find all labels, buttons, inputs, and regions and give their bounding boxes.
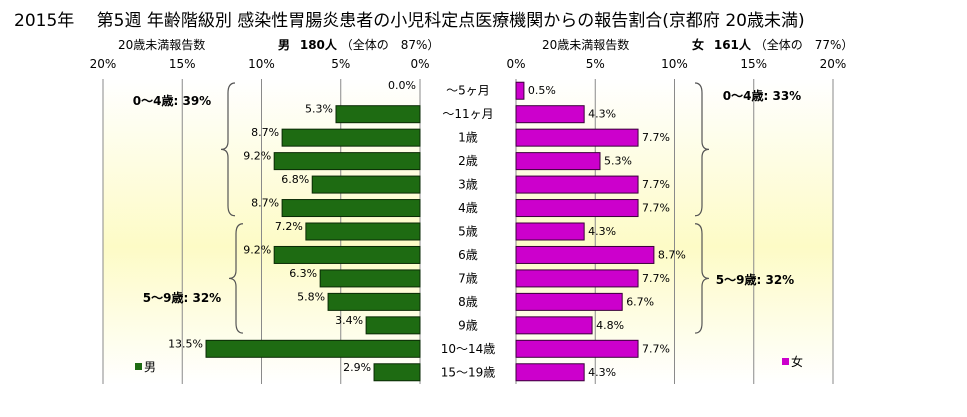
female-bar [515, 105, 585, 124]
category-label: 7歳 [458, 271, 478, 285]
male-bar [365, 316, 421, 335]
male-data-label: 7.2% [275, 220, 303, 233]
female-sex-label: 女 [692, 38, 705, 52]
male-x-tick-label: 15% [169, 57, 196, 71]
category-label: ～11ヶ月 [442, 107, 493, 121]
female-legend-label: 女 [791, 354, 803, 369]
male-legend-swatch [135, 363, 142, 370]
female-bar [515, 81, 525, 100]
male-data-label: 8.7% [251, 126, 279, 139]
male-bar [281, 128, 421, 147]
male-brace-0-4 [220, 82, 236, 217]
male-bar [273, 152, 421, 171]
female-data-label: 4.8% [596, 319, 624, 332]
male-sex-label: 男 [278, 38, 291, 52]
male-header-values: 男 180人 （全体の 87%） [278, 36, 439, 53]
female-annotation-0-4: 0～4歳: 33% [723, 88, 801, 103]
female-x-tick-label: 0% [506, 57, 525, 71]
male-data-label: 9.2% [243, 150, 271, 163]
male-data-label: 2.9% [343, 361, 371, 374]
category-label: ～5ヶ月 [446, 84, 490, 98]
female-data-label: 7.7% [642, 342, 670, 355]
female-x-tick-label: 10% [661, 57, 688, 71]
male-count: 180人 [299, 38, 337, 52]
female-data-label: 8.7% [658, 248, 686, 261]
male-count-label: 20歳未満報告数 [118, 38, 206, 52]
female-share: （全体の 77%） [754, 38, 854, 52]
female-bar [515, 292, 623, 311]
female-data-label: 7.7% [642, 202, 670, 215]
female-data-label: 5.3% [604, 155, 632, 168]
male-bar [281, 199, 421, 218]
male-bar [319, 269, 421, 288]
female-header-values: 女 161人 （全体の 77%） [692, 36, 853, 53]
category-label: 10～14歳 [441, 342, 496, 356]
male-bar [373, 363, 421, 382]
female-bar [515, 128, 639, 147]
category-label: 6歳 [458, 248, 478, 262]
male-bar [305, 222, 421, 241]
male-data-label: 5.8% [297, 290, 325, 303]
category-label: 8歳 [458, 295, 478, 309]
chart-title: 2015年 第5週 年齢階級別 感染性胃腸炎患者の小児科定点医療機関からの報告割… [14, 11, 805, 31]
male-data-label: 6.3% [289, 267, 317, 280]
female-bar [515, 245, 655, 264]
male-data-label: 0.0% [388, 79, 416, 92]
female-data-label: 0.5% [528, 84, 556, 97]
category-label: 4歳 [458, 201, 478, 215]
female-bar [515, 199, 639, 218]
male-bar [311, 175, 421, 194]
female-x-tick-label: 5% [586, 57, 605, 71]
male-x-tick-label: 10% [248, 57, 275, 71]
female-data-label: 4.3% [588, 225, 616, 238]
female-legend-swatch [782, 358, 789, 365]
male-legend-label: 男 [144, 360, 156, 374]
male-x-tick-label: 5% [331, 57, 350, 71]
female-data-label: 6.7% [626, 295, 654, 308]
male-annotation-0-4: 0～4歳: 39% [133, 93, 211, 108]
male-annotation-5-9: 5～9歳: 32% [143, 290, 221, 305]
female-data-label: 7.7% [642, 178, 670, 191]
category-label: 15～19歳 [441, 365, 496, 379]
female-data-label: 7.7% [642, 131, 670, 144]
category-label: 3歳 [458, 178, 478, 192]
male-data-label: 3.4% [335, 314, 363, 327]
female-x-tick-label: 15% [740, 57, 767, 71]
male-brace-5-9 [228, 223, 244, 334]
male-share: （全体の 87%） [340, 38, 440, 52]
category-label: 2歳 [458, 154, 478, 168]
female-bar [515, 269, 639, 288]
female-brace-0-4 [694, 82, 710, 217]
male-bar [327, 292, 421, 311]
category-label: 5歳 [458, 225, 478, 239]
female-bar [515, 316, 593, 335]
female-data-label: 4.3% [588, 108, 616, 121]
female-bar [515, 363, 585, 382]
female-data-label: 7.7% [642, 272, 670, 285]
male-data-label: 13.5% [168, 337, 203, 350]
male-data-label: 5.3% [305, 103, 333, 116]
female-bar [515, 152, 601, 171]
male-x-tick-label: 0% [410, 57, 429, 71]
male-bar [205, 339, 421, 358]
female-bar [515, 339, 639, 358]
female-x-tick-label: 20% [820, 57, 847, 71]
male-x-tick-label: 20% [90, 57, 117, 71]
category-label: 1歳 [458, 131, 478, 145]
female-data-label: 4.3% [588, 366, 616, 379]
male-bar [273, 245, 421, 264]
female-count: 161人 [713, 38, 751, 52]
female-bar [515, 175, 639, 194]
category-label: 9歳 [458, 318, 478, 332]
male-data-label: 6.8% [281, 173, 309, 186]
female-annotation-5-9: 5～9歳: 32% [716, 272, 794, 287]
male-bar [335, 105, 421, 124]
male-data-label: 9.2% [243, 243, 271, 256]
male-data-label: 8.7% [251, 197, 279, 210]
female-brace-5-9 [694, 223, 710, 334]
female-count-label: 20歳未満報告数 [542, 38, 630, 52]
female-bar [515, 222, 585, 241]
